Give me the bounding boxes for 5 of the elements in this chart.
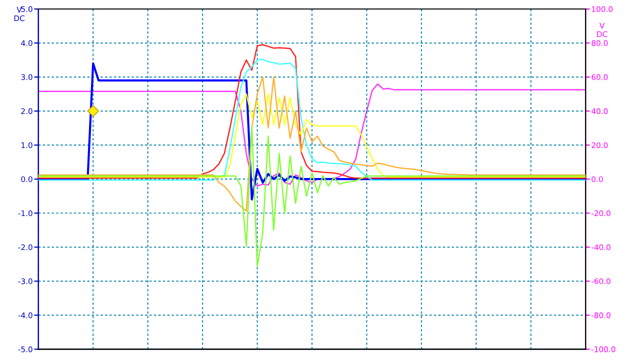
line-series: [38, 62, 586, 201]
line-series: [38, 125, 586, 267]
line-series: [38, 76, 586, 212]
line-series: [38, 83, 586, 187]
line-series: [38, 93, 586, 178]
